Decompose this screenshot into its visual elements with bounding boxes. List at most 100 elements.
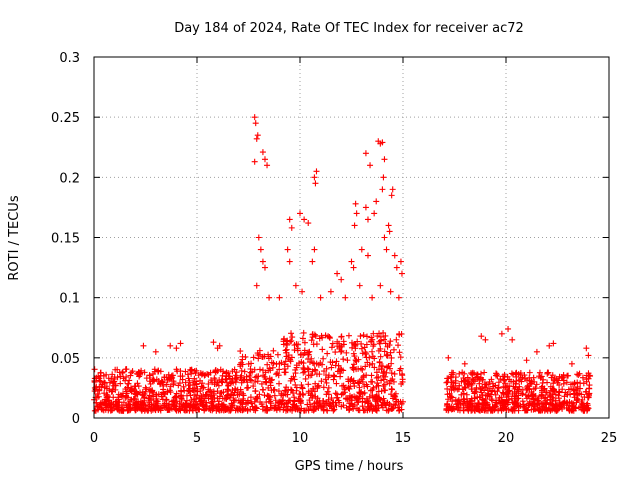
band-point (126, 377, 133, 384)
band-point (559, 386, 566, 393)
band-point (449, 398, 456, 405)
band-point (280, 341, 287, 348)
data-point (216, 342, 223, 349)
data-point (348, 258, 355, 265)
band-point (271, 386, 278, 393)
band-point (139, 400, 146, 407)
band-point (473, 384, 480, 391)
band-point (97, 372, 104, 379)
band-point (313, 371, 320, 378)
band-point (123, 390, 130, 397)
band-point (584, 394, 591, 401)
band-point (194, 386, 201, 393)
band-point (326, 335, 333, 342)
band-point (355, 395, 362, 402)
band-point (268, 359, 275, 366)
band-point (199, 401, 206, 408)
band-point (351, 380, 358, 387)
band-point (399, 370, 406, 377)
band-point (209, 407, 216, 414)
band-point (364, 359, 371, 366)
data-point (292, 282, 299, 289)
band-point (513, 377, 520, 384)
band-point (153, 395, 160, 402)
band-point (282, 347, 289, 354)
band-point (259, 367, 266, 374)
band-point (228, 392, 235, 399)
band-point (224, 394, 231, 401)
band-point (549, 391, 556, 398)
band-point (304, 401, 311, 408)
band-point (581, 407, 588, 414)
band-point (327, 401, 334, 408)
band-point (388, 385, 395, 392)
band-point (377, 333, 384, 340)
band-point (452, 380, 459, 387)
x-tick-label: 0 (90, 431, 98, 446)
band-point (461, 396, 468, 403)
band-point (290, 373, 297, 380)
band-point (223, 373, 230, 380)
band-point (184, 407, 191, 414)
band-point (333, 394, 340, 401)
band-point (152, 407, 159, 414)
band-point (323, 391, 330, 398)
band-point (376, 359, 383, 366)
band-point (178, 404, 185, 411)
dense-data-band (91, 329, 594, 414)
data-point (350, 264, 357, 271)
band-point (130, 395, 137, 402)
band-point (312, 333, 319, 340)
band-point (300, 391, 307, 398)
data-point (327, 288, 334, 295)
band-point (164, 407, 171, 414)
band-point (244, 379, 251, 386)
band-point (448, 371, 455, 378)
band-point (131, 383, 138, 390)
band-point (193, 401, 200, 408)
band-point (551, 376, 558, 383)
band-point (586, 385, 593, 392)
band-point (564, 372, 571, 379)
band-point (565, 402, 572, 409)
data-point (393, 264, 400, 271)
band-point (367, 403, 374, 410)
band-point (339, 382, 346, 389)
band-point (524, 386, 531, 393)
band-point (101, 399, 108, 406)
band-point (396, 330, 403, 337)
band-point (465, 380, 472, 387)
band-point (155, 391, 162, 398)
band-point (338, 403, 345, 410)
band-point (173, 393, 180, 400)
band-point (264, 405, 271, 412)
data-point (276, 294, 283, 301)
band-point (177, 368, 184, 375)
band-point (202, 371, 209, 378)
band-point (324, 407, 331, 414)
band-point (446, 390, 453, 397)
band-point (214, 395, 221, 402)
band-point (226, 406, 233, 413)
band-point (520, 403, 527, 410)
data-point (386, 228, 393, 235)
band-point (129, 368, 136, 375)
band-point (125, 380, 132, 387)
band-point (214, 379, 221, 386)
band-point (459, 400, 466, 407)
band-point (187, 366, 194, 373)
band-point (142, 388, 149, 395)
band-point (281, 387, 288, 394)
band-point (346, 385, 353, 392)
band-point (504, 384, 511, 391)
band-point (302, 375, 309, 382)
band-point (550, 386, 557, 393)
band-point (297, 391, 304, 398)
data-point (379, 186, 386, 193)
band-point (486, 393, 493, 400)
band-point (270, 347, 277, 354)
data-point (377, 282, 384, 289)
band-point (224, 386, 231, 393)
band-point (399, 378, 406, 385)
